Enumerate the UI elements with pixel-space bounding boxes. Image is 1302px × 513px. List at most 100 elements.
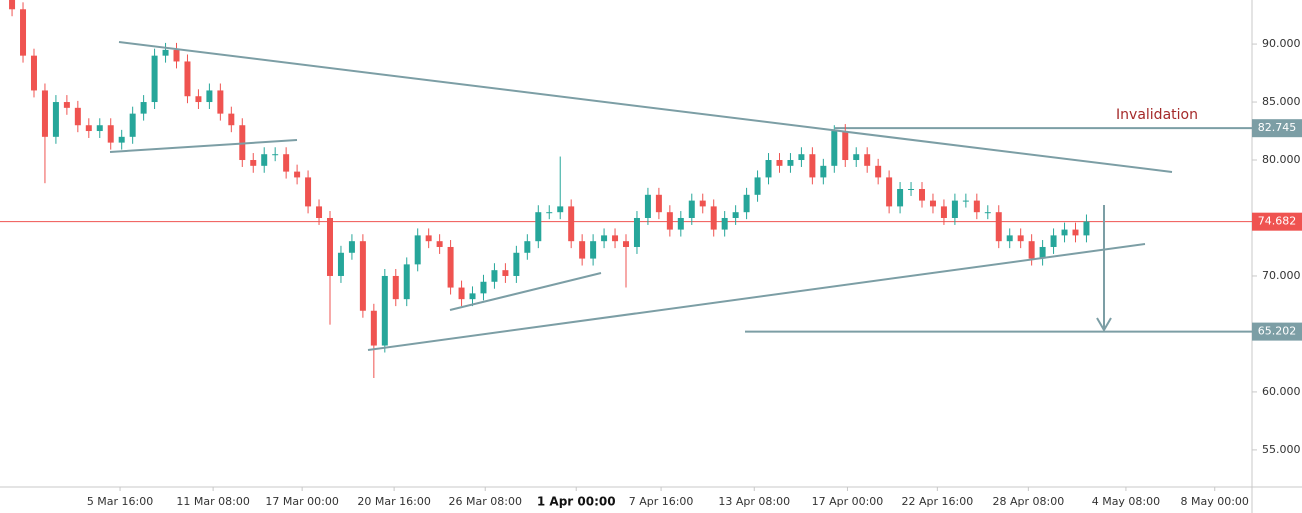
candle-body	[381, 275, 388, 346]
candle-body	[425, 235, 432, 242]
x-tick-label: 11 Mar 08:00	[176, 495, 249, 508]
candle-body	[228, 113, 235, 126]
candle-body	[305, 177, 312, 207]
annotation: Invalidation	[1116, 107, 1198, 123]
x-tick-label: 17 Apr 00:00	[812, 495, 884, 508]
candle-body	[1039, 246, 1046, 259]
x-tick-label: 13 Apr 08:00	[718, 495, 790, 508]
candle-body	[151, 55, 158, 103]
candle-body	[129, 113, 136, 137]
candle-body	[337, 252, 344, 276]
candle-body	[732, 212, 739, 218]
plot-area	[0, 0, 1252, 379]
candle-body	[162, 49, 169, 56]
candle-body	[612, 235, 619, 242]
candle-body	[655, 194, 662, 213]
candle-body	[502, 270, 509, 276]
candle-body	[52, 102, 59, 137]
candle-body	[184, 61, 191, 97]
candle-body	[206, 90, 213, 103]
candle-body	[546, 212, 553, 214]
candle-body	[272, 154, 279, 156]
candle-body	[688, 200, 695, 218]
x-tick-label: 22 Apr 16:00	[901, 495, 973, 508]
candle-body	[908, 189, 915, 191]
candle-body	[809, 154, 816, 178]
candle-body	[1017, 235, 1024, 242]
candle-body	[601, 235, 608, 242]
candle-body	[699, 200, 706, 207]
candle-body	[250, 160, 257, 166]
candle-body	[754, 177, 761, 195]
candle-body	[940, 206, 947, 218]
x-tick-label: 8 May 00:00	[1181, 495, 1249, 508]
candle-body	[41, 90, 48, 137]
candle-body	[96, 125, 103, 132]
candle-body	[929, 200, 936, 207]
candle-body	[875, 165, 882, 178]
candle-body	[436, 241, 443, 247]
y-tick-label: 60.000	[1262, 385, 1301, 398]
level-label-box	[1252, 322, 1302, 341]
candle-body	[765, 160, 772, 178]
candle-body	[480, 281, 487, 294]
candle-body	[579, 241, 586, 259]
arrow-head	[1096, 317, 1112, 332]
candle-body	[316, 206, 323, 218]
candle-body	[897, 189, 904, 207]
candle-body	[458, 287, 465, 300]
axes: 55.00060.00065.00070.00075.00080.00085.0…	[87, 37, 1302, 509]
candle-body	[392, 275, 399, 300]
candle-body	[1061, 229, 1068, 236]
candle-body	[513, 252, 520, 276]
x-tick-label: 17 Mar 00:00	[265, 495, 338, 508]
x-tick-label: 1 Apr 00:00	[537, 495, 616, 509]
candle-body	[973, 200, 980, 213]
candle-body	[984, 212, 991, 214]
candle-body	[623, 241, 629, 247]
candle-body	[9, 0, 16, 10]
candle-body	[721, 217, 728, 230]
candle-body	[370, 310, 377, 346]
drawings	[109, 41, 1173, 351]
y-tick-label: 70.000	[1262, 269, 1301, 282]
candle-body	[491, 270, 498, 282]
y-tick-label: 85.000	[1262, 95, 1301, 108]
x-tick-label: 26 Mar 08:00	[449, 495, 522, 508]
candle-body	[798, 154, 805, 161]
candle-body	[644, 194, 651, 218]
candle-body	[1083, 221, 1090, 236]
candle-body	[951, 200, 958, 218]
candle-body	[85, 125, 92, 132]
candle-body	[962, 200, 969, 202]
candle-body	[140, 102, 147, 114]
candle-body	[359, 241, 366, 311]
trend-line	[109, 139, 298, 153]
candle-body	[1028, 241, 1035, 259]
y-tick-label: 80.000	[1262, 153, 1301, 166]
candle-body	[30, 55, 37, 91]
y-tick-label: 90.000	[1262, 37, 1301, 50]
candle-body	[1006, 235, 1013, 242]
candle-body	[283, 154, 290, 172]
candle-body	[326, 217, 333, 276]
candle-body	[294, 171, 301, 178]
candle-body	[535, 212, 542, 242]
candle-body	[217, 90, 224, 114]
candle-body	[173, 49, 180, 62]
candle-body	[403, 264, 410, 300]
candle-body	[1050, 235, 1057, 247]
candle-body	[524, 241, 531, 253]
x-tick-label: 20 Mar 16:00	[357, 495, 430, 508]
candle-body	[853, 154, 860, 161]
level-label: 65.202	[1258, 325, 1297, 338]
candle-body	[743, 194, 750, 213]
candle-body	[633, 217, 640, 247]
candle-body	[919, 189, 926, 201]
candle-body	[1072, 229, 1079, 236]
candle-body	[776, 160, 783, 166]
candle-body	[414, 235, 421, 265]
y-tick-label: 55.000	[1262, 443, 1301, 456]
